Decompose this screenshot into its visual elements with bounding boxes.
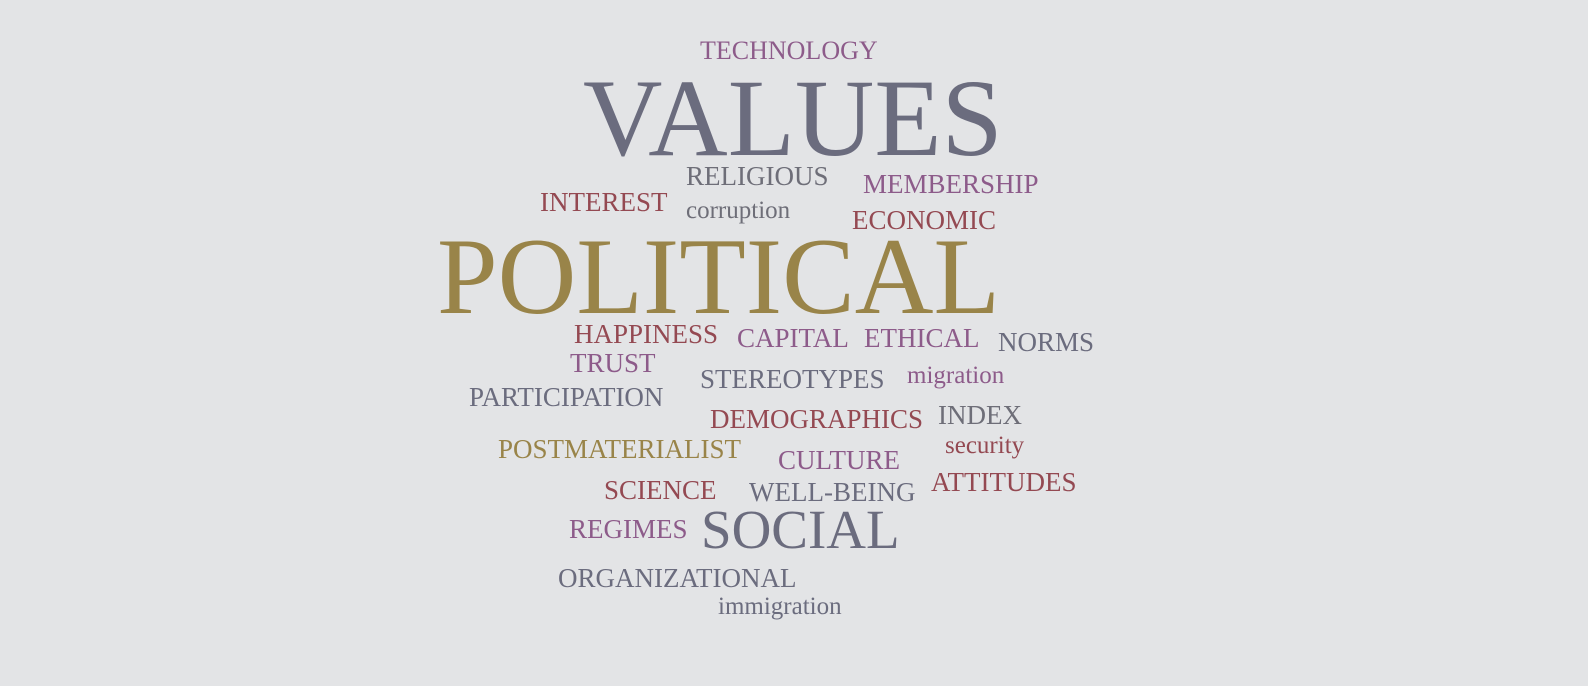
word-postmaterialist: POSTMATERIALIST	[498, 434, 742, 464]
word-ethical: ETHICAL	[864, 323, 980, 353]
word-membership: MEMBERSHIP	[863, 169, 1039, 199]
word-demographics: DEMOGRAPHICS	[710, 404, 924, 434]
word-capital: CAPITAL	[737, 323, 849, 353]
word-well-being: WELL-BEING	[749, 477, 916, 507]
word-technology: TECHNOLOGY	[700, 36, 878, 65]
word-security: security	[945, 432, 1025, 459]
word-corruption: corruption	[686, 197, 791, 224]
word-economic: ECONOMIC	[852, 205, 997, 235]
word-culture: CULTURE	[778, 445, 901, 475]
word-migration: migration	[907, 362, 1005, 389]
word-trust: TRUST	[570, 348, 656, 378]
word-values: VALUES	[583, 57, 1003, 179]
word-happiness: HAPPINESS	[574, 319, 719, 349]
word-science: SCIENCE	[604, 475, 717, 505]
word-organizational: ORGANIZATIONAL	[558, 563, 797, 593]
word-religious: RELIGIOUS	[686, 161, 829, 191]
word-stereotypes: STEREOTYPES	[700, 364, 885, 394]
word-participation: PARTICIPATION	[469, 382, 664, 412]
word-regimes: REGIMES	[569, 514, 688, 544]
word-social: SOCIAL	[701, 499, 900, 560]
word-political: POLITICAL	[437, 216, 1001, 337]
word-attitudes: ATTITUDES	[931, 467, 1077, 497]
word-interest: INTEREST	[540, 187, 668, 217]
word-norms: NORMS	[998, 327, 1095, 357]
word-index: INDEX	[938, 400, 1022, 430]
word-immigration: immigration	[718, 593, 842, 620]
